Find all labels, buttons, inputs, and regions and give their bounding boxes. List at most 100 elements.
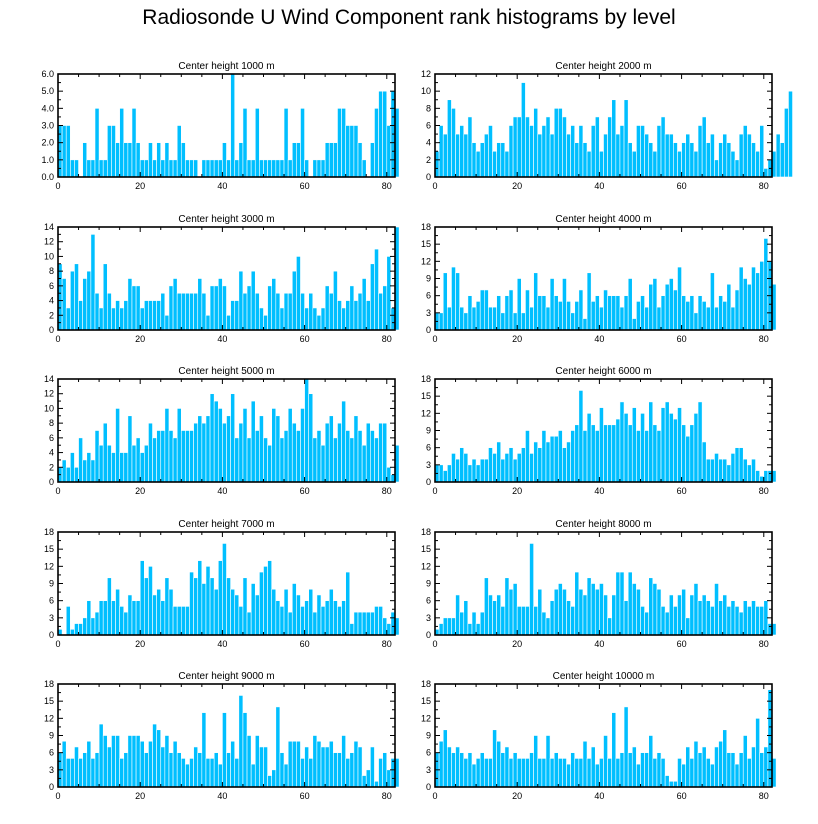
bar (259, 307, 264, 331)
x-tick-label: 80 (382, 791, 392, 801)
bar (471, 611, 477, 636)
bar (164, 408, 170, 483)
bar (742, 278, 748, 331)
bar (631, 318, 637, 331)
bar (287, 611, 293, 636)
bar (508, 588, 514, 636)
bar (459, 611, 465, 636)
bar (467, 116, 473, 178)
bar (254, 735, 260, 788)
bar (570, 430, 576, 483)
y-tick-label: 10 (44, 251, 54, 261)
y-tick-label: 8 (49, 266, 54, 276)
panel-title: Center height 8000 m (555, 519, 651, 530)
bar (94, 108, 100, 178)
bar (316, 740, 322, 788)
bar (705, 142, 711, 178)
bar (475, 758, 481, 788)
bar (370, 142, 375, 178)
bar (230, 740, 236, 788)
bar (681, 763, 686, 788)
bar (65, 125, 71, 178)
bar (484, 458, 489, 483)
bar (705, 600, 711, 636)
bar (664, 283, 670, 331)
x-tick-label: 20 (135, 334, 145, 344)
bar (504, 453, 510, 483)
bar (516, 453, 522, 483)
bar (226, 415, 231, 483)
bar (442, 729, 448, 788)
bar (312, 307, 318, 331)
bar (320, 159, 326, 178)
bar (213, 752, 219, 788)
bar (304, 159, 309, 178)
bar (631, 407, 637, 483)
bar (574, 571, 580, 636)
bar (102, 422, 108, 483)
bar (86, 159, 92, 178)
bar (382, 752, 388, 788)
bar (701, 301, 707, 331)
bar (521, 447, 526, 483)
bar (545, 116, 551, 178)
y-tick-label: 8 (49, 418, 54, 428)
bar (131, 600, 137, 636)
bar (463, 133, 469, 178)
bar (242, 108, 248, 178)
bar (193, 577, 199, 636)
bar (180, 142, 186, 178)
bar (459, 306, 465, 331)
bar (86, 452, 92, 483)
bar (279, 159, 285, 178)
bar (599, 758, 604, 788)
bar (759, 606, 765, 636)
bar (61, 125, 67, 178)
bar (718, 740, 723, 788)
bar (209, 393, 215, 483)
bar (361, 159, 367, 178)
bar (115, 300, 120, 331)
bar (328, 588, 334, 636)
bar (492, 729, 497, 788)
bar (730, 306, 736, 331)
bar (226, 159, 231, 178)
y-tick-label: 12 (421, 561, 431, 571)
bar (742, 600, 748, 636)
bar (267, 775, 273, 788)
bar (123, 752, 129, 788)
bar (644, 133, 650, 178)
bar (701, 116, 707, 178)
y-tick-label: 4 (49, 296, 54, 306)
y-tick-label: 12 (421, 713, 431, 723)
bar (714, 746, 719, 788)
bar (533, 735, 539, 788)
bar (230, 393, 236, 483)
panel-7: Center height 7000 m 0 3 6 9 12 15 18 0 20 40 60 80 (44, 519, 400, 649)
bar (652, 278, 658, 331)
bar (738, 447, 744, 483)
bar (333, 142, 338, 178)
y-tick-label: 6 (49, 433, 54, 443)
bar (759, 125, 765, 178)
x-tick-label: 20 (135, 486, 145, 496)
bar (759, 752, 765, 788)
bar (488, 306, 493, 331)
bar (234, 758, 240, 788)
bar (590, 583, 596, 636)
bar (475, 150, 481, 178)
bar (234, 594, 240, 636)
bar (180, 430, 186, 483)
bar (459, 752, 465, 788)
bar (135, 437, 141, 483)
bar (751, 266, 756, 331)
bar (102, 159, 108, 178)
bar (562, 758, 567, 788)
bar (119, 452, 125, 483)
bar (193, 292, 199, 331)
bar (451, 108, 456, 178)
bar (442, 470, 448, 483)
bar (156, 588, 162, 636)
bar (168, 752, 174, 788)
bar (176, 606, 182, 636)
